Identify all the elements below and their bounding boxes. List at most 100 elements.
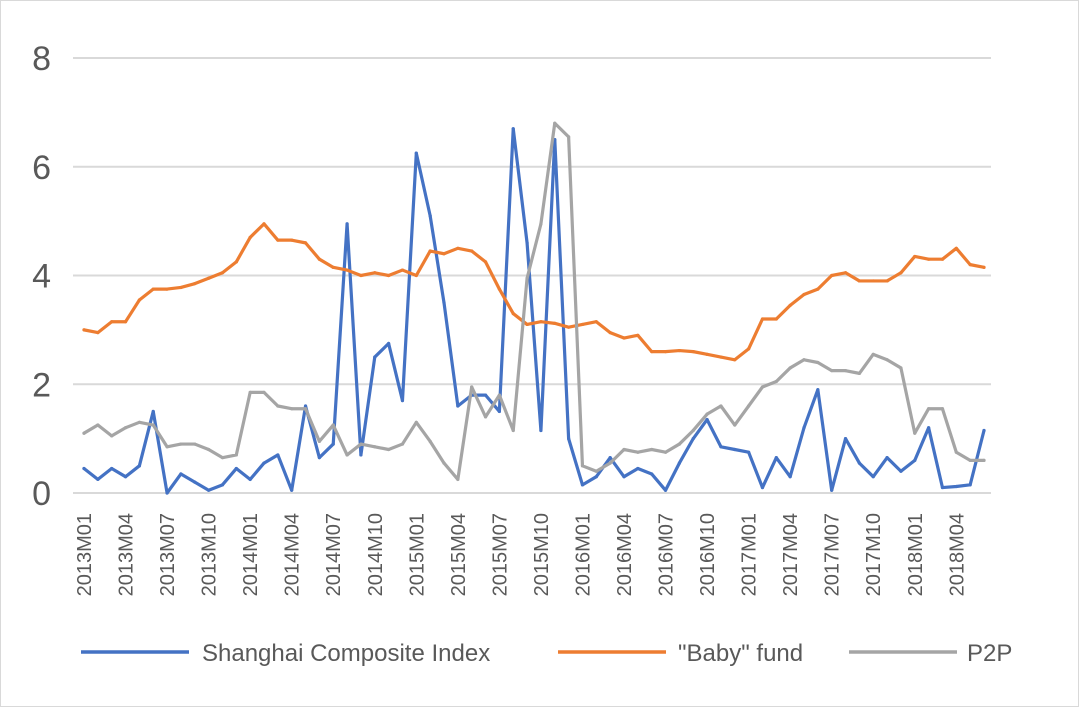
x-tick-label: 2018M01 [905, 513, 927, 596]
data-point [940, 407, 945, 411]
data-point [871, 352, 875, 356]
legend: Shanghai Composite Index "Baby" fund P2P [81, 640, 1012, 667]
data-point [483, 415, 488, 419]
data-point [123, 320, 128, 324]
y-axis: 0 2 4 6 8 [32, 40, 51, 513]
series-2 [82, 121, 986, 482]
data-point [400, 398, 405, 403]
data-point [816, 287, 820, 291]
data-point [497, 409, 501, 414]
data-point [899, 271, 903, 275]
data-point [927, 257, 931, 261]
x-tick-label: 2015M10 [531, 513, 553, 596]
data-point [677, 348, 681, 353]
data-point [788, 303, 792, 308]
data-point [816, 360, 820, 365]
data-point [705, 412, 709, 416]
data-point [663, 488, 668, 492]
data-point [580, 464, 585, 468]
data-point [982, 428, 986, 433]
plot-area [82, 121, 986, 495]
data-point [608, 456, 612, 460]
data-point [885, 358, 889, 362]
data-point [456, 246, 460, 250]
data-point [345, 268, 349, 272]
data-point [857, 461, 861, 465]
data-point [110, 320, 114, 324]
data-point [843, 437, 848, 441]
data-point [885, 456, 889, 460]
data-point [400, 442, 405, 446]
data-point [248, 235, 252, 240]
data-point [387, 273, 391, 278]
x-tick-label: 2017M04 [780, 513, 802, 596]
data-point [96, 477, 100, 482]
data-point [428, 439, 432, 443]
data-point [456, 477, 460, 482]
data-point [303, 404, 308, 408]
legend-item: Shanghai Composite Index [81, 640, 490, 667]
data-point [400, 268, 405, 272]
data-point [414, 420, 418, 424]
data-point [608, 330, 612, 335]
series-0 [82, 127, 986, 495]
data-point [151, 423, 155, 427]
data-point [760, 317, 765, 321]
data-point [774, 379, 778, 384]
data-point [497, 393, 501, 397]
data-point [414, 151, 418, 155]
data-point [760, 385, 765, 389]
data-point [913, 431, 917, 435]
data-point [760, 485, 765, 490]
data-point [248, 390, 252, 395]
legend-item: P2P [849, 640, 1012, 667]
x-tick-label: 2013M10 [199, 513, 221, 596]
data-point [234, 453, 238, 457]
data-point [151, 409, 155, 414]
data-point [165, 287, 169, 291]
series-line [82, 121, 986, 482]
data-point [290, 488, 294, 492]
data-point [359, 273, 363, 278]
data-point [276, 404, 280, 408]
data-point [774, 317, 778, 321]
data-point [317, 456, 321, 460]
data-point [387, 447, 391, 452]
data-point [373, 271, 377, 275]
data-point [982, 458, 986, 462]
x-tick-label: 2017M07 [822, 513, 844, 596]
data-point [802, 358, 806, 362]
data-point [303, 407, 308, 411]
data-point [123, 426, 128, 430]
data-point [636, 333, 640, 337]
data-point [968, 483, 972, 487]
data-point [511, 428, 515, 433]
data-point [345, 453, 349, 457]
data-point [193, 282, 197, 286]
data-point [539, 320, 543, 324]
data-point [220, 483, 225, 487]
data-point [193, 480, 197, 484]
data-point [303, 241, 308, 245]
x-tick-label: 2017M10 [863, 513, 885, 596]
data-point [567, 135, 571, 139]
data-point [123, 475, 128, 479]
data-point [511, 127, 515, 131]
gridlines [73, 57, 991, 386]
data-point [276, 238, 280, 242]
data-point [913, 458, 917, 462]
data-point [276, 453, 280, 457]
series-line [82, 127, 986, 495]
data-point [567, 325, 571, 329]
data-point [843, 271, 848, 275]
data-point [830, 488, 834, 492]
data-point [705, 352, 709, 356]
data-point [345, 222, 349, 226]
data-point [802, 292, 806, 297]
data-point [262, 390, 266, 395]
data-point [317, 257, 321, 261]
data-point [927, 407, 931, 411]
data-point [511, 311, 515, 316]
y-tick-label: 6 [32, 149, 51, 187]
